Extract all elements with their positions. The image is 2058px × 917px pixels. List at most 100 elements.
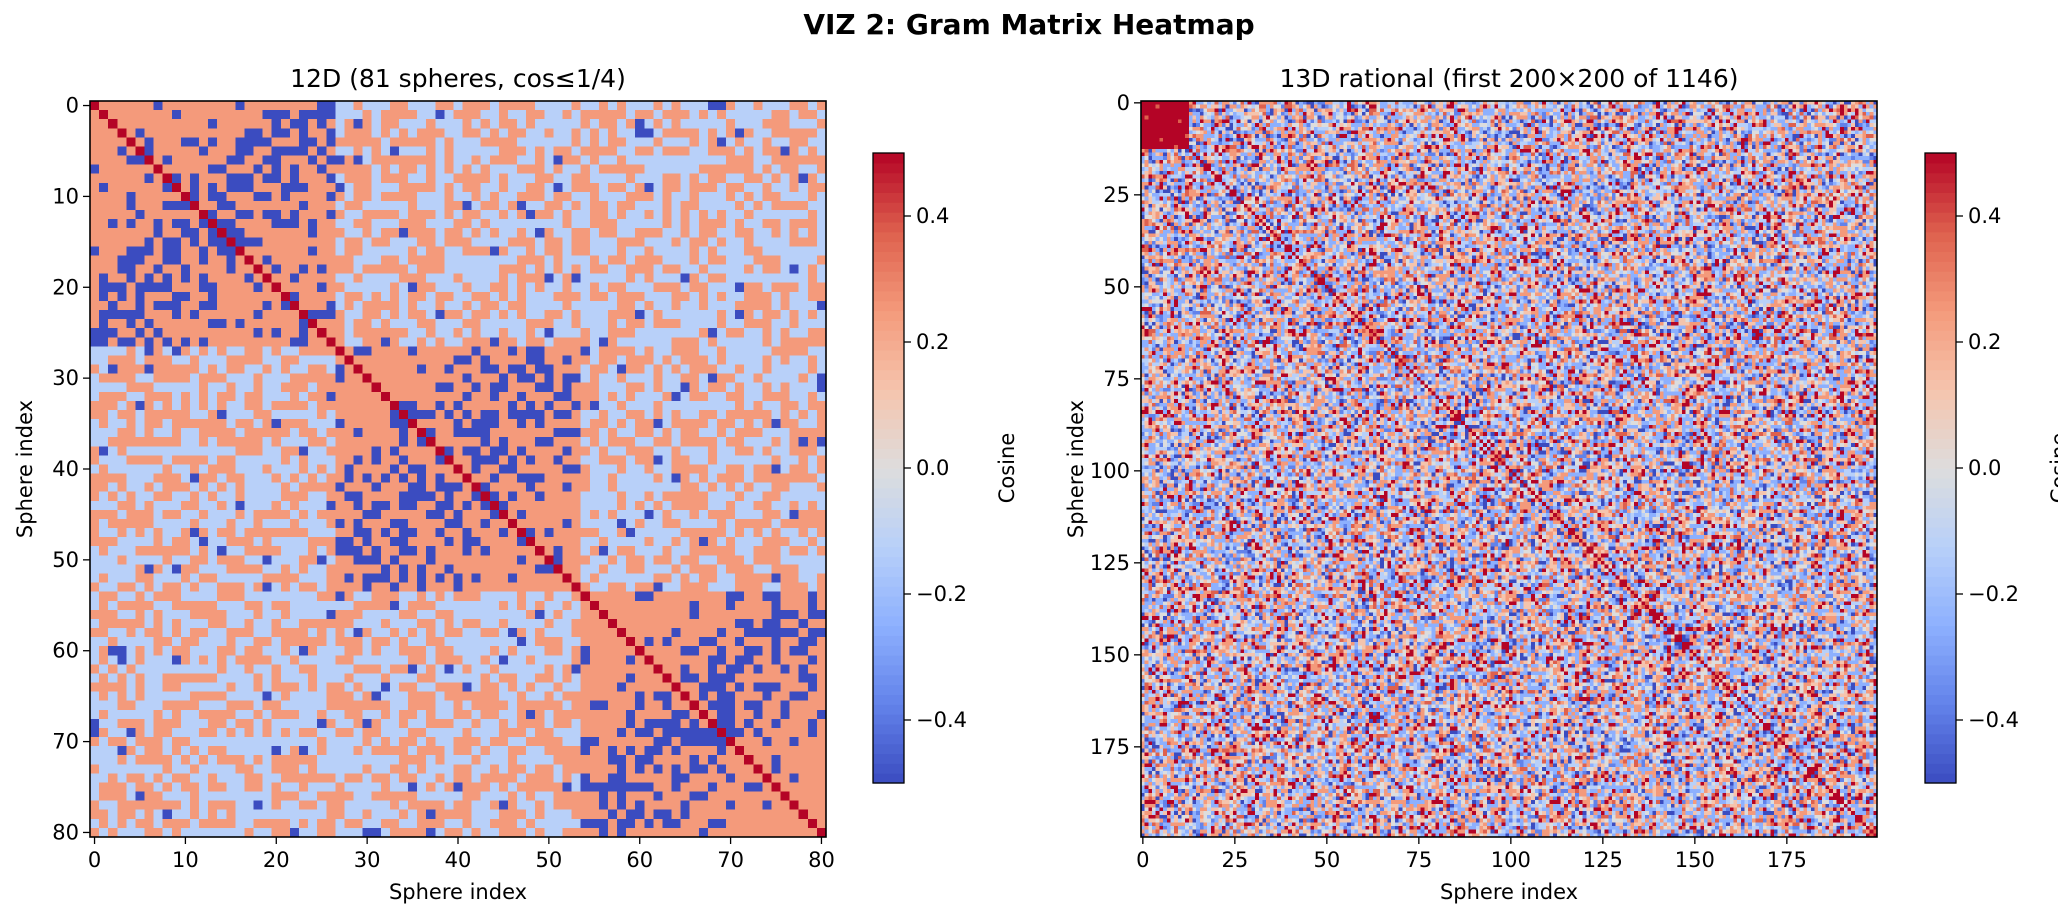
heatmap-cell [572,328,582,338]
heatmap-cell [799,346,809,356]
heatmap-cell [717,292,727,302]
heatmap-cell [99,101,109,111]
heatmap-cell [771,219,781,229]
heatmap-cell [317,292,327,302]
heatmap-cell [526,283,536,293]
heatmap-cell [163,274,173,284]
heatmap-cell [808,392,818,402]
heatmap-cell [290,383,300,393]
heatmap-cell [526,255,536,265]
heatmap-cell [299,292,309,302]
heatmap-cell [653,310,663,320]
heatmap-cell [590,328,600,338]
heatmap-cell [581,374,591,384]
heatmap-cell [372,110,382,120]
heatmap-cell [126,110,136,120]
heatmap-cell [308,265,318,275]
heatmap-cell [235,146,245,156]
heatmap-cell [108,265,118,275]
heatmap-cell [145,292,155,302]
heatmap-cell [699,410,709,420]
heatmap-cell [117,337,127,347]
heatmap-cell [435,301,445,311]
heatmap-cell [463,255,473,265]
heatmap-cell [681,419,691,429]
heatmap-cell [90,383,100,393]
heatmap-cell [817,201,827,211]
heatmap-cell [672,419,682,429]
heatmap-cell [626,192,636,202]
heatmap-cell [799,319,809,329]
heatmap-cell [290,410,300,420]
heatmap-cell [508,228,518,238]
heatmap-cell [108,165,118,175]
heatmap-cell [217,401,227,411]
heatmap-cell [708,392,718,402]
heatmap-cell [672,255,682,265]
heatmap-cell [317,392,327,402]
heatmap-cell [762,237,772,247]
heatmap-cell [235,210,245,220]
heatmap-cell [408,310,418,320]
heatmap-cell [681,392,691,402]
heatmap-cell [817,101,827,111]
heatmap-cell [672,101,682,111]
heatmap-cell [172,210,182,220]
heatmap-cell [535,419,545,429]
heatmap-cell [290,274,300,284]
heatmap-cell [490,255,500,265]
heatmap-cell [354,410,364,420]
heatmap-cell [644,274,654,284]
heatmap-cell [708,246,718,256]
heatmap-cell [145,101,155,111]
heatmap-cell [354,265,364,275]
heatmap-cell [781,237,791,247]
heatmap-cell [544,210,554,220]
heatmap-cell [662,419,672,429]
heatmap-cell [172,174,182,184]
heatmap-cell [381,192,391,202]
heatmap-cell [290,128,300,138]
heatmap-cell [735,119,745,129]
heatmap-cell [490,146,500,156]
heatmap-cell [254,137,264,147]
heatmap-cell [699,328,709,338]
heatmap-cell [163,128,173,138]
heatmap-cell [490,319,500,329]
heatmap-cell [699,146,709,156]
heatmap-cell [254,192,264,202]
heatmap-cell [399,219,409,229]
heatmap-cell [472,292,482,302]
heatmap-cell [517,401,527,411]
heatmap-cell [681,410,691,420]
heatmap-cell [299,365,309,375]
heatmap-cell [744,210,754,220]
heatmap-cell [154,374,164,384]
heatmap-cell [208,228,218,238]
heatmap-cell [290,201,300,211]
heatmap-cell [99,210,109,220]
heatmap-cell [553,337,563,347]
heatmap-cell [399,192,409,202]
heatmap-cell [272,246,282,256]
heatmap-cell [390,365,400,375]
heatmap-cell [672,119,682,129]
heatmap-cell [681,255,691,265]
heatmap-cell [544,419,554,429]
heatmap-cell [771,101,781,111]
heatmap-cell [117,228,127,238]
heatmap-cell [217,219,227,229]
heatmap-cell [799,237,809,247]
heatmap-cell [254,374,264,384]
heatmap-cell [453,101,463,111]
heatmap-cell [744,137,754,147]
heatmap-cell [708,401,718,411]
heatmap-cell [453,110,463,120]
heatmap-cell [226,355,236,365]
heatmap-cell [726,128,736,138]
heatmap-cell [562,165,572,175]
heatmap-cell [553,383,563,393]
heatmap-cell [272,355,282,365]
heatmap-cell [244,292,254,302]
heatmap-cell [535,310,545,320]
